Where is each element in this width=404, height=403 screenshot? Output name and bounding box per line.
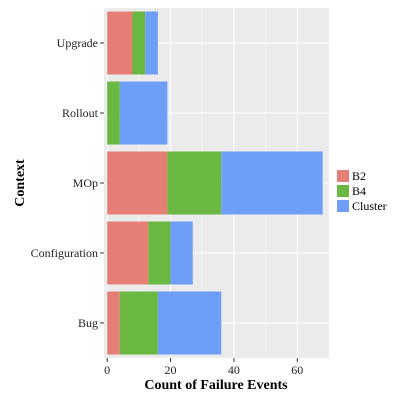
- bar-b2-upgrade: [107, 11, 133, 75]
- bar-cluster-rollout: [119, 81, 168, 145]
- bar-cluster-bug: [157, 291, 222, 355]
- bar-cluster-configuration: [170, 221, 193, 285]
- x-axis-ticks: [106, 358, 298, 362]
- bar-b2-bug: [107, 291, 120, 355]
- y-axis-title: Context: [13, 159, 28, 207]
- x-tick-label: 40: [228, 363, 240, 377]
- bar-b4-bug: [119, 291, 158, 355]
- y-tick-label: Configuration: [31, 246, 98, 260]
- legend-label-b2: B2: [352, 169, 366, 183]
- y-axis-ticks: [100, 42, 104, 324]
- x-tick-label: 60: [291, 363, 303, 377]
- legend-swatch-b2: [337, 170, 349, 182]
- x-axis-title: Count of Failure Events: [144, 378, 288, 393]
- y-tick-label: MOp: [73, 176, 98, 190]
- legend-swatch-b4: [337, 185, 349, 197]
- bar-cluster-upgrade: [145, 11, 158, 75]
- bar-cluster-mop: [221, 151, 323, 215]
- bar-b4-mop: [167, 151, 222, 215]
- bar-b4-configuration: [148, 221, 171, 285]
- bar-b2-mop: [107, 151, 168, 215]
- legend-label-cluster: Cluster: [352, 199, 387, 213]
- legend-label-b4: B4: [352, 184, 366, 198]
- bar-b2-configuration: [107, 221, 149, 285]
- x-tick-label: 20: [165, 363, 177, 377]
- bar-b4-upgrade: [132, 11, 146, 75]
- x-axis-tick-labels: 0 20 40 60: [104, 363, 303, 377]
- bars-group: [107, 11, 323, 355]
- x-tick-label: 0: [104, 363, 110, 377]
- y-axis-tick-labels: Bug Configuration MOp Rollout Upgrade: [31, 36, 99, 330]
- legend-swatch-cluster: [337, 200, 349, 212]
- y-tick-label: Rollout: [62, 106, 99, 120]
- y-tick-label: Bug: [78, 316, 98, 330]
- bar-b4-rollout: [107, 81, 120, 145]
- y-tick-label: Upgrade: [57, 36, 98, 50]
